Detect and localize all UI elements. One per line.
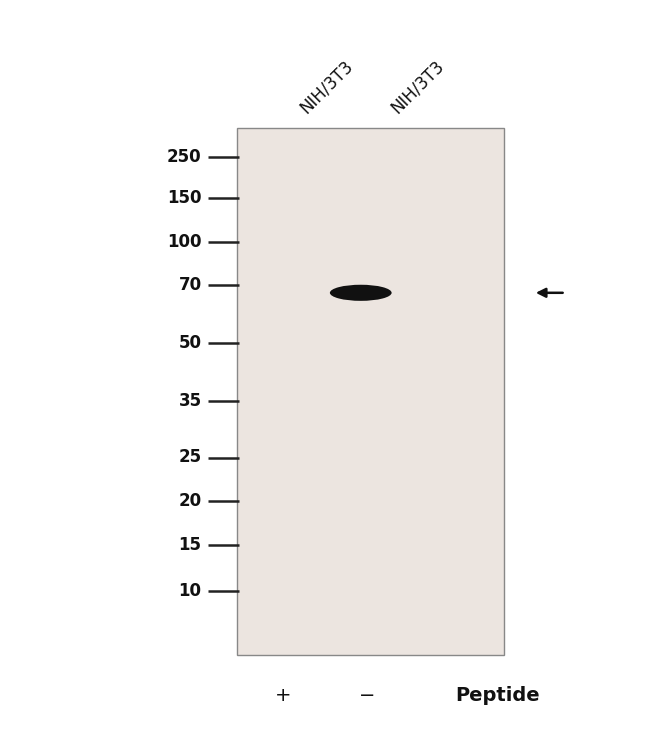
- Text: 250: 250: [167, 149, 202, 166]
- Text: +: +: [274, 686, 291, 705]
- Text: 25: 25: [178, 449, 202, 466]
- Text: 20: 20: [178, 493, 202, 510]
- Text: 100: 100: [167, 233, 202, 250]
- Text: −: −: [359, 686, 376, 705]
- Text: 10: 10: [179, 583, 202, 600]
- Ellipse shape: [330, 285, 391, 301]
- Text: 70: 70: [178, 277, 202, 294]
- Text: NIH/3T3: NIH/3T3: [296, 57, 356, 117]
- Text: NIH/3T3: NIH/3T3: [387, 57, 447, 117]
- Text: 50: 50: [179, 334, 202, 351]
- Text: 15: 15: [179, 537, 202, 554]
- Text: Peptide: Peptide: [455, 686, 540, 705]
- Bar: [237, 128, 504, 655]
- Text: 150: 150: [167, 189, 202, 206]
- Text: 35: 35: [178, 392, 202, 410]
